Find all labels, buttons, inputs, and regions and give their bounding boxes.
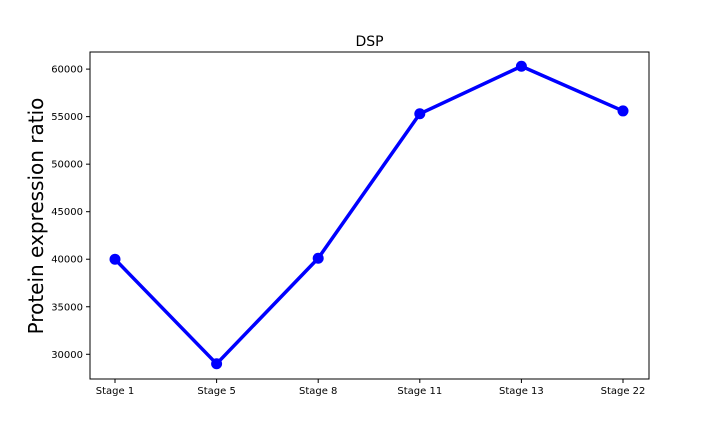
y-tick-label: 50000 bbox=[51, 160, 83, 171]
x-tick-label: Stage 8 bbox=[299, 386, 337, 397]
x-tick-label: Stage 5 bbox=[197, 386, 235, 397]
plot-area: 30000 35000 40000 45000 50000 55000 60000 Stage… bbox=[51, 51, 650, 397]
y-tick-label: 60000 bbox=[51, 65, 83, 76]
series-line bbox=[113, 64, 624, 366]
x-tick-label: Stage 11 bbox=[397, 386, 442, 397]
y-tick-label: 45000 bbox=[51, 207, 83, 218]
x-tick-label: Stage 1 bbox=[96, 386, 134, 397]
chart-title: DSP bbox=[355, 34, 383, 50]
data-point bbox=[109, 253, 121, 265]
y-tick-label: 55000 bbox=[51, 112, 83, 123]
data-point bbox=[617, 105, 629, 117]
y-axis-label: Protein expression ratio bbox=[24, 98, 48, 335]
x-tick-label: Stage 22 bbox=[601, 386, 646, 397]
y-tick-label: 40000 bbox=[51, 255, 83, 266]
data-point bbox=[312, 252, 324, 264]
y-tick-label: 30000 bbox=[51, 350, 83, 361]
x-tick-label: Stage 13 bbox=[499, 386, 544, 397]
plot-frame bbox=[89, 51, 650, 380]
y-tick-label: 35000 bbox=[51, 302, 83, 313]
data-point bbox=[211, 358, 223, 370]
data-point bbox=[414, 108, 426, 120]
data-point bbox=[515, 60, 527, 72]
